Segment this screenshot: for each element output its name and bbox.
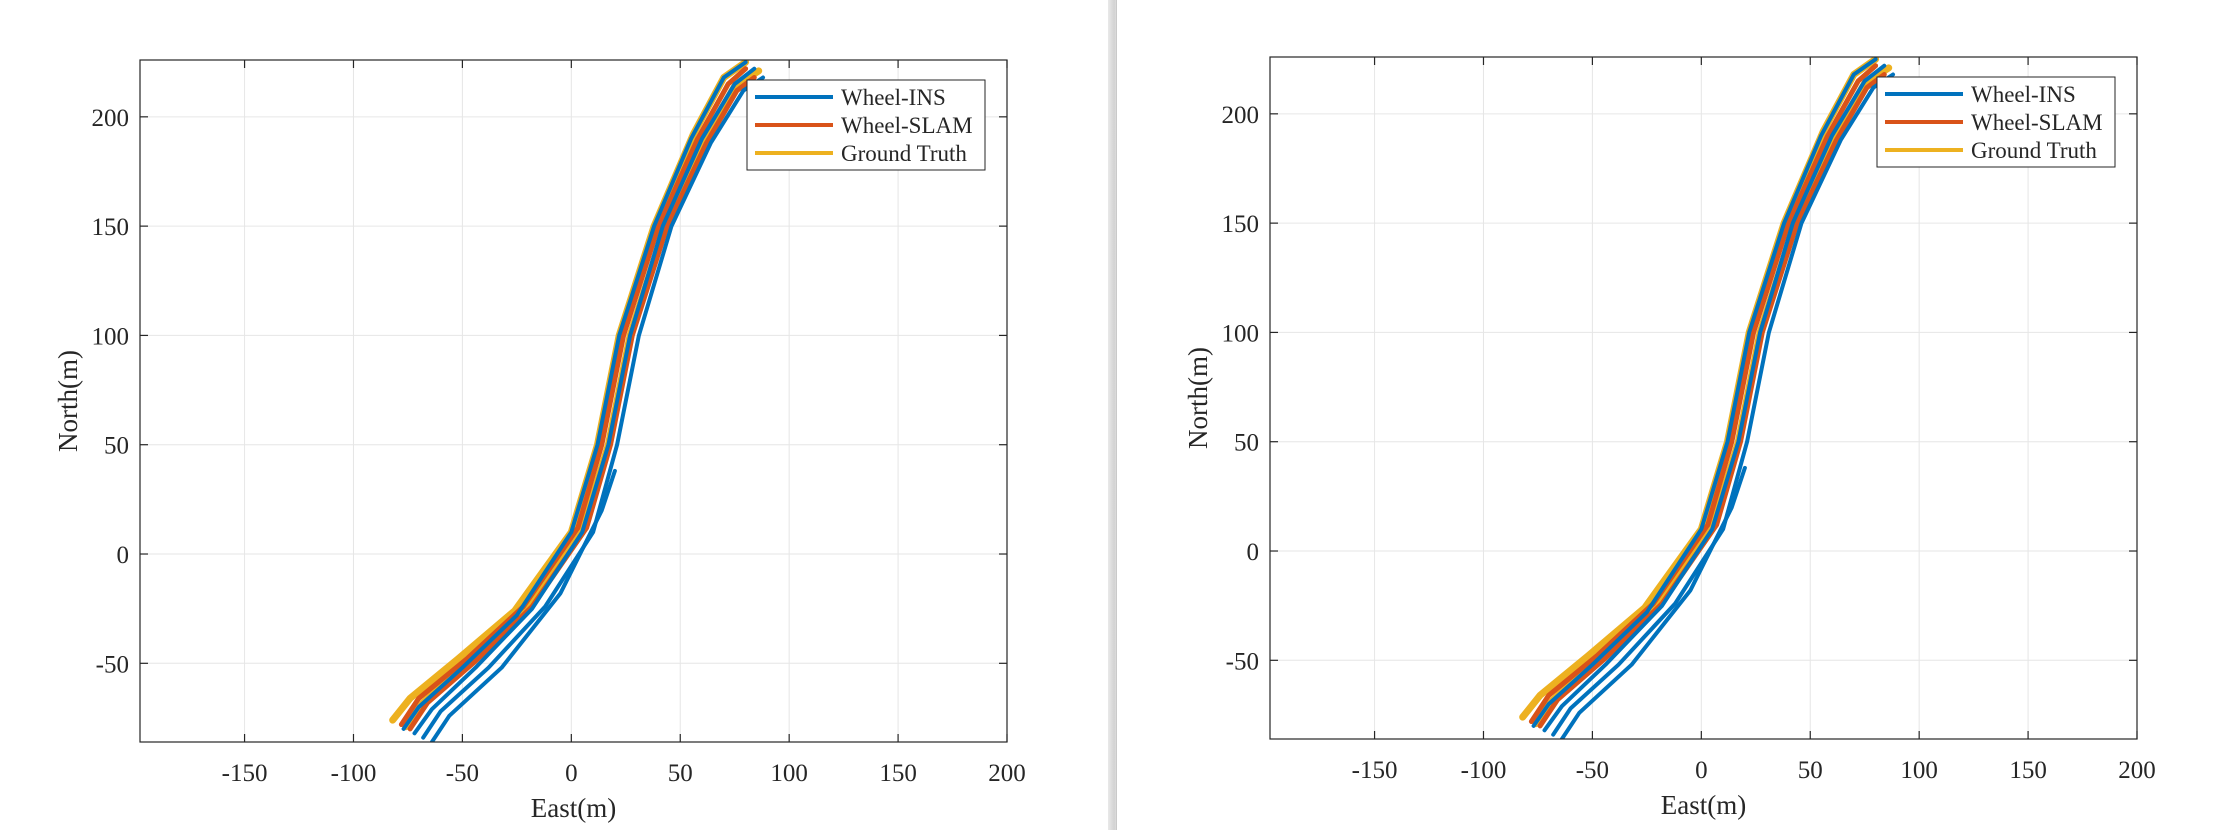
x-tick-label: -50 [1576,757,1609,784]
x-tick-label: 0 [565,760,578,787]
y-axis-title: North(m) [1183,347,1213,449]
x-tick-label: -100 [1461,757,1507,784]
axes-box [139,59,1008,743]
series-lines-group [1519,57,1895,739]
x-tick-label: 150 [879,760,917,787]
legend-label: Wheel-SLAM [1971,110,2103,135]
x-tick-label: 50 [1798,757,1823,784]
y-tick-label: 50 [1234,430,1259,457]
series-line-wheel-slam [398,66,749,727]
y-tick-label: 0 [117,542,130,569]
legend-label: Ground Truth [1971,138,2097,163]
x-tick-label: 200 [2118,757,2156,784]
series-line-wheel-ins [412,66,757,736]
y-tick-label: 50 [104,433,129,460]
series-line-wheel-ins [1559,465,1747,739]
legend-label: Wheel-SLAM [841,113,973,138]
trajectory-chart-left: -150 -100 -50 0 50 100 150 200 -50 0 50 100 150 200 Ea… [53,59,1026,823]
series-line-wheel-slam [1537,72,1887,729]
series-line-wheel-ins [1551,72,1895,737]
trajectory-chart-right: -150 -100 -50 0 50 100 150 200 -50 0 50 100 150 200 Ea… [1183,56,2156,820]
series-line-wheel-slam [1528,63,1879,724]
figure-window-right: -150 -100 -50 0 50 100 150 200 -50 0 50 100 150 200 Ea… [1116,0,2238,830]
legend-label: Wheel-INS [1971,82,2076,107]
y-tick-label: 150 [1222,211,1260,238]
x-axis-title: East(m) [531,793,616,823]
x-tick-label: -50 [446,760,479,787]
series-lines-group [389,60,765,742]
x-tick-label: 200 [988,760,1026,787]
legend: Wheel-INS Wheel-SLAM Ground Truth [746,79,986,171]
series-line-wheel-ins [401,60,748,731]
y-tick-label: 100 [1222,320,1260,347]
legend-label: Ground Truth [841,141,967,166]
legend-label: Wheel-INS [841,85,946,110]
x-tick-label: 100 [1900,757,1938,784]
series-line-wheel-ins [1531,57,1878,728]
legend: Wheel-INS Wheel-SLAM Ground Truth [1876,76,2116,168]
x-tick-label: 50 [668,760,693,787]
y-tick-label: 100 [92,323,130,350]
y-tick-label: 0 [1247,539,1260,566]
x-tick-label: 100 [770,760,808,787]
y-tick-label: -50 [96,651,129,678]
y-tick-label: 200 [1222,102,1260,129]
axes-box [1269,56,2138,740]
x-tick-label: -150 [222,760,268,787]
series-line-wheel-ins [421,75,765,740]
y-tick-label: 200 [92,105,130,132]
series-line-wheel-slam [407,75,757,732]
y-tick-label: -50 [1226,648,1259,675]
x-tick-label: 0 [1695,757,1708,784]
series-line-ground-truth [402,67,763,731]
x-axis-title: East(m) [1661,790,1746,820]
series-line-wheel-ins [1542,63,1887,733]
series-line-ground-truth [1532,64,1893,728]
x-tick-label: -150 [1352,757,1398,784]
x-tick-label: 150 [2009,757,2047,784]
y-axis-title: North(m) [53,350,83,452]
figure-window-left: -150 -100 -50 0 50 100 150 200 -50 0 50 100 150 200 Ea… [0,0,1110,830]
y-tick-label: 150 [92,214,130,241]
x-tick-label: -100 [331,760,377,787]
series-line-wheel-ins [429,468,617,742]
